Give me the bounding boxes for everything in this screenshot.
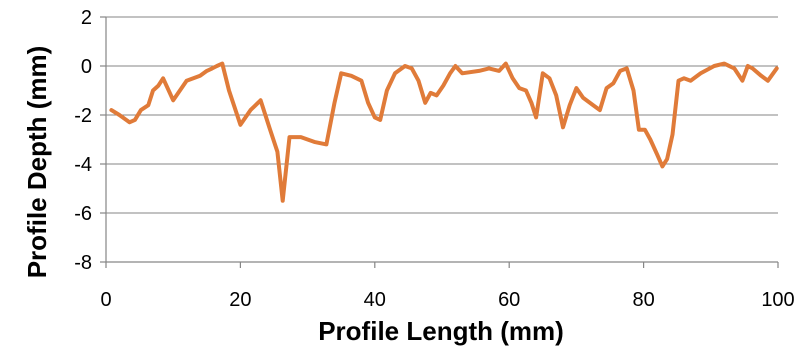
x-axis-title: Profile Length (mm) (318, 316, 564, 346)
series-line (109, 61, 779, 203)
x-tick-label: 20 (229, 289, 251, 311)
y-tick-label: 0 (81, 56, 92, 78)
y-axis-title: Profile Depth (mm) (22, 46, 52, 279)
y-tick-label: -8 (74, 252, 92, 274)
axes (100, 16, 779, 268)
x-tick-label: 80 (632, 289, 654, 311)
x-tick-labels: 0 20 40 60 80 100 (100, 289, 794, 311)
y-tick-label: 2 (81, 7, 92, 29)
x-tick-label: 0 (100, 289, 111, 311)
y-tick-label: -2 (74, 105, 92, 127)
y-tick-label: -4 (74, 154, 92, 176)
x-tick-label: 60 (498, 289, 520, 311)
series-layer (109, 61, 779, 203)
x-tick-label: 40 (364, 289, 386, 311)
y-tick-labels: -8 -6 -4 -2 0 2 (74, 7, 92, 274)
gridlines (106, 16, 778, 214)
x-tick-label: 100 (761, 289, 794, 311)
y-tick-label: -6 (74, 203, 92, 225)
